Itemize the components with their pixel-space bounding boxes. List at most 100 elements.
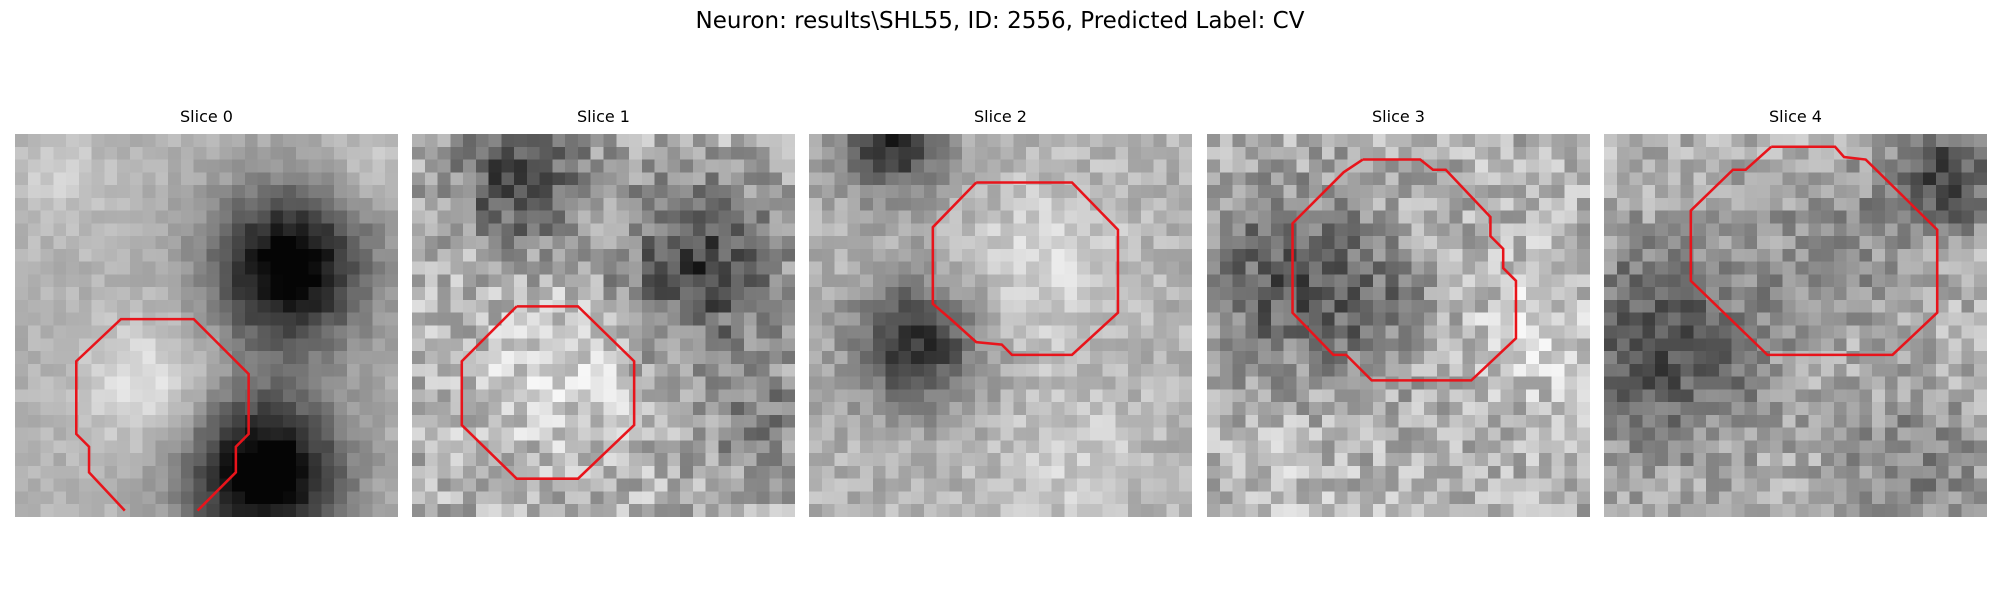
pixel (809, 389, 823, 403)
pixel (117, 414, 131, 429)
pixel (1706, 351, 1720, 365)
pixel (987, 146, 1002, 161)
pixel (193, 363, 208, 378)
pixel (1179, 146, 1192, 161)
pixel (974, 338, 989, 352)
pixel (1629, 134, 1643, 148)
pixel (1245, 402, 1259, 416)
pixel (1757, 389, 1771, 403)
pixel (463, 504, 477, 517)
pixel (1948, 146, 1963, 161)
pixel (629, 389, 643, 403)
pixel (1245, 351, 1259, 365)
pixel (1153, 453, 1168, 467)
pixel (1309, 325, 1323, 339)
pixel (1245, 210, 1259, 225)
pixel (1782, 389, 1797, 403)
pixel (949, 453, 963, 467)
pixel (1449, 440, 1463, 454)
pixel (731, 453, 745, 467)
pixel (1321, 159, 1336, 173)
pixel (1064, 274, 1078, 288)
pixel (1038, 236, 1053, 250)
pixel (1910, 402, 1924, 416)
pixel (526, 274, 541, 288)
pixel (308, 363, 323, 378)
pixel (1782, 210, 1797, 225)
pixel (1500, 402, 1515, 416)
pixel (1564, 312, 1578, 327)
pixel (193, 491, 208, 505)
pixel (1884, 261, 1899, 276)
pixel (1718, 261, 1733, 276)
pixel (193, 159, 208, 173)
pixel (104, 287, 118, 301)
pixel (334, 146, 348, 161)
pixel (1706, 402, 1720, 416)
pixel (1718, 134, 1733, 148)
pixel (1782, 440, 1797, 454)
pixel (962, 299, 976, 314)
pixel (1897, 172, 1912, 186)
pixel (692, 159, 707, 173)
pixel (1706, 453, 1720, 467)
pixel (1821, 210, 1835, 225)
pixel (1706, 159, 1720, 173)
pixel (1487, 197, 1502, 212)
pixel (923, 338, 938, 352)
pixel (1680, 465, 1695, 480)
pixel (1655, 427, 1669, 442)
pixel (692, 287, 707, 301)
pixel (27, 491, 42, 505)
pixel (308, 134, 323, 148)
pixel (1219, 402, 1234, 416)
pixel (257, 389, 271, 403)
pixel (308, 338, 323, 352)
pixel (346, 287, 361, 301)
pixel (616, 299, 630, 314)
pixel (1219, 440, 1234, 454)
pixel (283, 427, 297, 442)
pixel (1321, 197, 1336, 212)
pixel (974, 274, 989, 288)
pixel (731, 427, 745, 442)
pixel (872, 465, 887, 480)
pixel (168, 185, 182, 199)
pixel (450, 389, 464, 403)
pixel (295, 427, 310, 442)
pixel (539, 185, 554, 199)
pixel (1821, 389, 1835, 403)
pixel (270, 440, 284, 454)
pixel (104, 414, 118, 429)
pixel (1642, 172, 1656, 186)
pixel (1166, 299, 1180, 314)
pixel (1731, 338, 1746, 352)
pixel (117, 427, 131, 442)
pixel (962, 363, 976, 378)
pixel (1296, 389, 1310, 403)
pixel (270, 197, 284, 212)
pixel (923, 351, 938, 365)
pixel (91, 414, 106, 429)
pixel (1808, 414, 1822, 429)
pixel (424, 261, 439, 276)
pixel (15, 223, 29, 237)
pixel (1000, 453, 1014, 467)
pixel (1655, 312, 1669, 327)
pixel (412, 427, 426, 442)
pixel (514, 478, 528, 493)
pixel (1974, 197, 1987, 212)
pixel (450, 440, 464, 454)
pixel (1436, 185, 1451, 199)
pixel (1731, 223, 1746, 237)
contour (460, 305, 636, 480)
pixel (475, 185, 490, 199)
pixel (450, 261, 464, 276)
pixel (1513, 402, 1527, 416)
pixel (1923, 363, 1937, 378)
pixel (641, 338, 656, 352)
pixel (412, 312, 426, 327)
pixel (346, 427, 361, 442)
pixel (1283, 299, 1298, 314)
pixel (731, 478, 745, 493)
